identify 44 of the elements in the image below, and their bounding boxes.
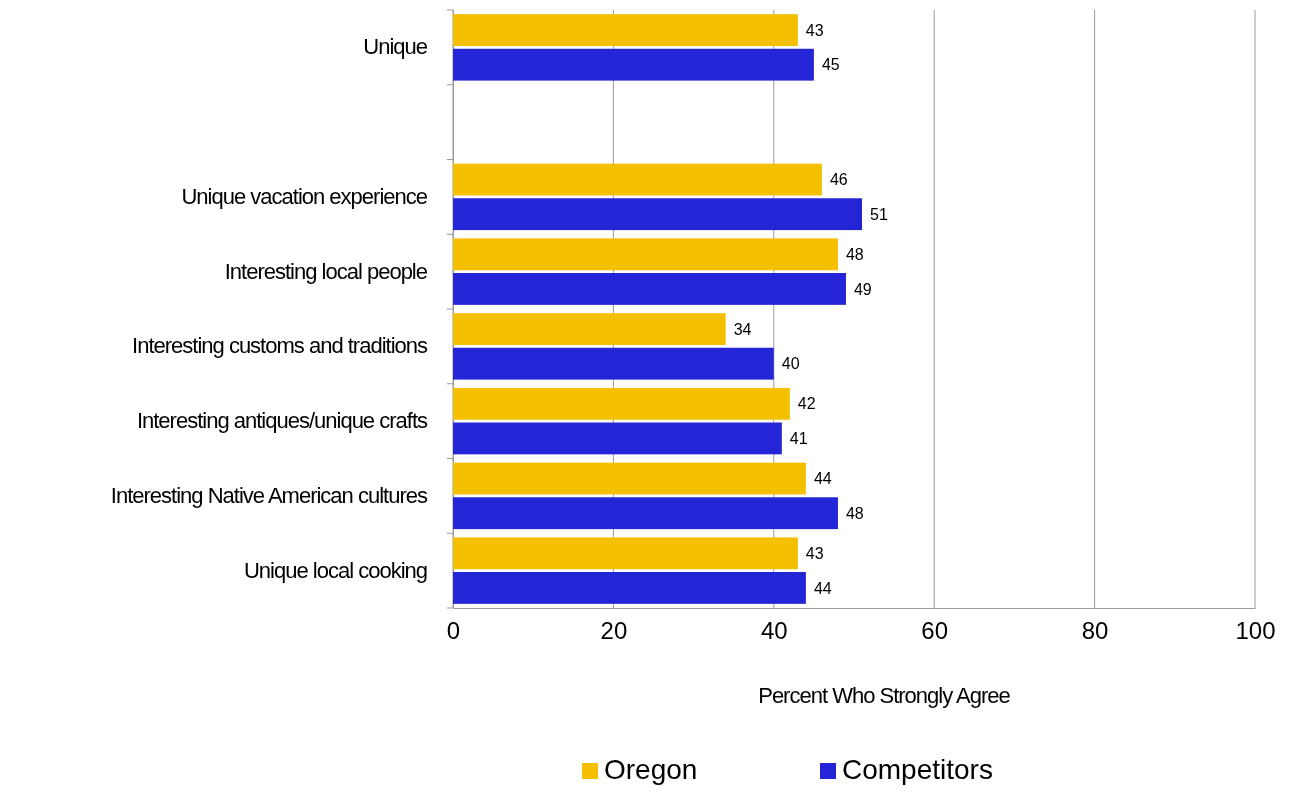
legend-label: Competitors — [842, 754, 993, 785]
data-label: 49 — [853, 280, 872, 298]
x-tick-label: 60 — [921, 617, 949, 645]
y-tick-label: Interesting Native American cultures — [110, 482, 428, 508]
data-label: 44 — [813, 470, 832, 488]
bar — [453, 347, 774, 380]
bar — [453, 387, 790, 420]
data-label: 40 — [781, 355, 800, 373]
x-tick-label: 80 — [1081, 617, 1109, 645]
bar — [453, 313, 726, 345]
data-label: 41 — [789, 430, 808, 448]
data-label: 51 — [870, 205, 888, 223]
bar — [453, 422, 782, 455]
legend-label: Oregon — [604, 754, 698, 785]
y-tick-label: Unique vacation experience — [181, 183, 428, 209]
x-tick-label: 20 — [600, 617, 628, 645]
x-tick-label: 40 — [760, 617, 788, 645]
bar — [453, 238, 838, 271]
data-label: 48 — [845, 504, 864, 522]
bar — [453, 163, 822, 196]
data-label: 34 — [733, 320, 752, 338]
bar — [453, 273, 846, 305]
bar — [453, 462, 806, 495]
data-label: 44 — [813, 579, 832, 597]
y-tick-label: Unique local cooking — [243, 557, 427, 583]
data-label: 43 — [805, 544, 824, 562]
x-tick-label: 0 — [446, 617, 461, 645]
x-axis-title: Percent Who Strongly Agree — [758, 683, 1011, 708]
bar — [453, 497, 838, 530]
bar — [453, 537, 798, 570]
data-label: 45 — [821, 56, 840, 74]
bar — [453, 572, 806, 604]
x-tick-label: 100 — [1235, 617, 1276, 645]
data-label: 42 — [797, 395, 816, 413]
y-tick-label: Interesting customs and traditions — [132, 333, 428, 359]
bar — [453, 14, 798, 46]
y-tick-label: Interesting antiques/unique crafts — [136, 408, 428, 434]
y-tick-label: Unique — [363, 34, 428, 60]
data-label: 48 — [845, 245, 864, 263]
bar — [453, 48, 814, 81]
y-tick-label: Interesting local people — [224, 258, 428, 284]
bar — [453, 198, 863, 231]
data-label: 43 — [805, 21, 824, 39]
data-label: 46 — [829, 171, 848, 189]
